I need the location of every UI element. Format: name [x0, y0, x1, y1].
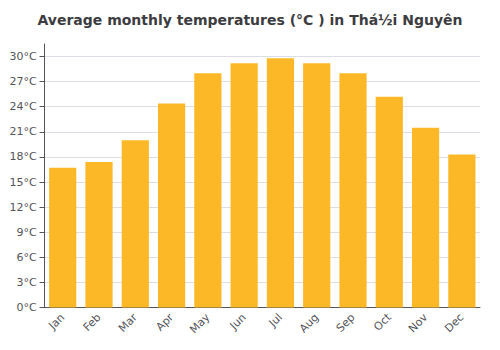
svg-text:Jul: Jul: [266, 311, 285, 330]
svg-text:Average monthly temperatures (: Average monthly temperatures (°C ) in Th…: [37, 12, 462, 28]
svg-text:Feb: Feb: [81, 311, 104, 334]
svg-text:Jun: Jun: [227, 311, 249, 333]
svg-text:18°C: 18°C: [9, 150, 36, 163]
svg-text:Mar: Mar: [116, 311, 140, 335]
svg-text:Sep: Sep: [334, 311, 358, 335]
svg-text:24°C: 24°C: [9, 100, 36, 113]
svg-text:9°C: 9°C: [16, 226, 36, 239]
svg-text:Jan: Jan: [45, 311, 67, 333]
svg-text:6°C: 6°C: [16, 251, 36, 264]
svg-text:Apr: Apr: [154, 311, 177, 334]
svg-text:27°C: 27°C: [9, 75, 36, 88]
svg-text:May: May: [187, 311, 213, 337]
svg-text:3°C: 3°C: [16, 276, 36, 289]
svg-text:21°C: 21°C: [9, 125, 36, 138]
svg-text:30°C: 30°C: [9, 50, 36, 63]
svg-text:0°C: 0°C: [16, 301, 36, 314]
svg-text:15°C: 15°C: [9, 176, 36, 189]
svg-text:12°C: 12°C: [9, 201, 36, 214]
svg-text:Dec: Dec: [442, 311, 466, 335]
svg-text:Aug: Aug: [297, 311, 321, 335]
svg-text:Nov: Nov: [406, 311, 431, 336]
svg-text:Oct: Oct: [371, 310, 394, 333]
